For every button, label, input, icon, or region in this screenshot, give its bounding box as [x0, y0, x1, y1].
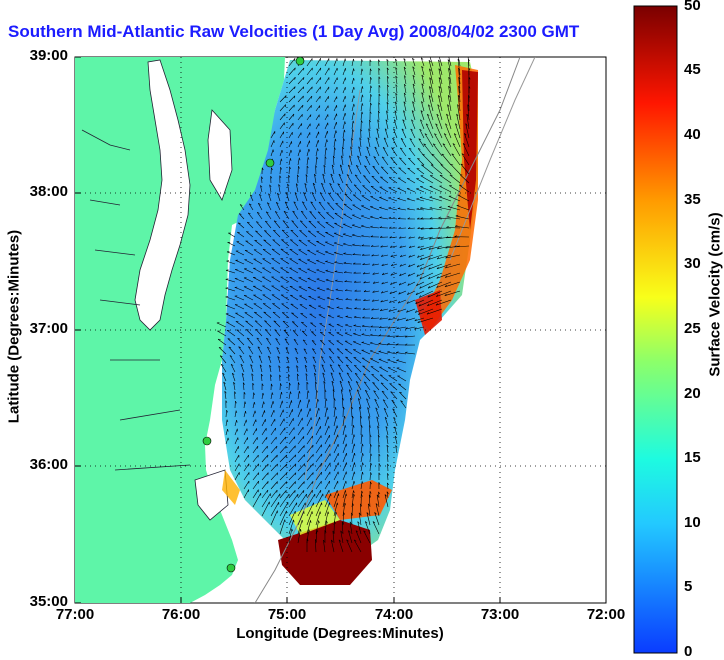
colorbar-tick: 0 [684, 643, 692, 660]
x-axis-label: Longitude (Degrees:Minutes) [170, 625, 510, 642]
station-marker [296, 57, 304, 65]
colorbar-tick: 25 [684, 320, 701, 337]
y-axis-label: Latitude (Degrees:Minutes) [6, 217, 23, 437]
colorbar-tick: 50 [684, 0, 701, 14]
colorbar-tick: 15 [684, 449, 701, 466]
station-marker [227, 564, 235, 572]
colorbar [634, 6, 677, 653]
colorbar-tick: 45 [684, 61, 701, 78]
x-tick-label: 73:00 [470, 606, 530, 623]
colorbar-tick: 5 [684, 578, 692, 595]
colorbar-tick: 40 [684, 126, 701, 143]
station-marker [266, 159, 274, 167]
y-tick-label: 39:00 [8, 47, 68, 64]
colorbar-tick: 20 [684, 385, 701, 402]
x-tick-label: 76:00 [151, 606, 211, 623]
colorbar-tick: 30 [684, 255, 701, 272]
y-tick-label: 38:00 [8, 183, 68, 200]
x-tick-label: 74:00 [364, 606, 424, 623]
colorbar-tick: 35 [684, 191, 701, 208]
colorbar-label: Surface Velocity (cm/s) [707, 190, 724, 400]
x-tick-label: 77:00 [45, 606, 105, 623]
x-tick-label: 75:00 [257, 606, 317, 623]
colorbar-tick: 10 [684, 514, 701, 531]
y-tick-label: 36:00 [8, 456, 68, 473]
station-marker [203, 437, 211, 445]
x-tick-label: 72:00 [576, 606, 636, 623]
